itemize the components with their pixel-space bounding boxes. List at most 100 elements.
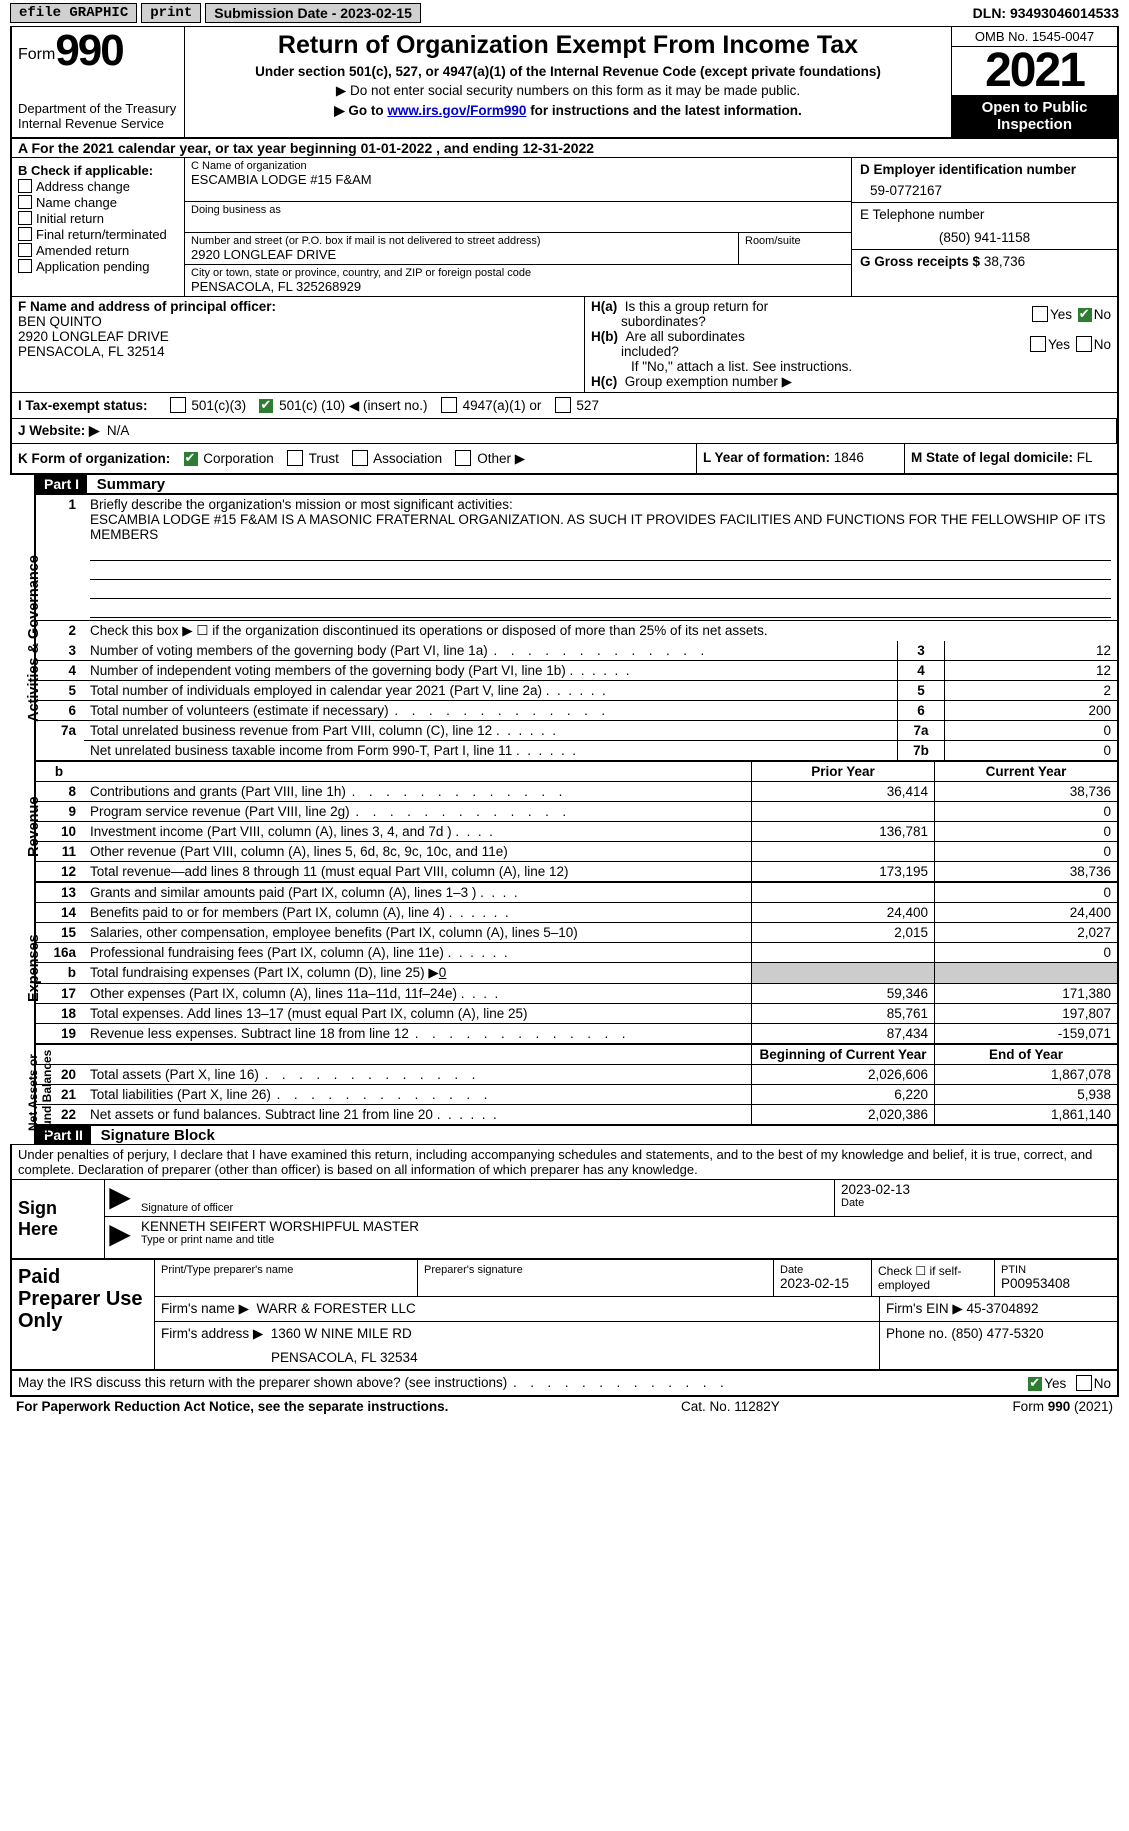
top-bar: efile GRAPHIC print Submission Date - 20…	[10, 0, 1119, 26]
hb-yes-check[interactable]	[1030, 336, 1046, 352]
py8: 36,414	[752, 782, 935, 802]
form-word: Form	[18, 46, 55, 63]
name-change-check[interactable]	[18, 195, 32, 209]
cy14: 24,400	[935, 903, 1118, 923]
e20: 1,867,078	[935, 1065, 1118, 1085]
501c-pre: 501(c) (	[279, 398, 326, 413]
prep-sig-label: Preparer's signature	[424, 1264, 767, 1276]
l5-label: Total number of individuals employed in …	[90, 683, 606, 698]
line-a: A For the 2021 calendar year, or tax yea…	[10, 139, 1119, 158]
l10-label: Investment income (Part VIII, column (A)…	[90, 824, 493, 839]
l7a-val: 0	[945, 721, 1118, 741]
b-header: B Check if applicable:	[18, 163, 178, 178]
open-to-public: Open to Public Inspection	[952, 95, 1117, 137]
bcy-hdr: Beginning of Current Year	[752, 1045, 935, 1065]
officer-street: 2920 LONGLEAF DRIVE	[18, 329, 578, 344]
dept-treasury: Department of the Treasury	[18, 101, 178, 116]
app-pending-check[interactable]	[18, 259, 32, 273]
py18: 85,761	[752, 1004, 935, 1024]
501c3-check[interactable]	[170, 397, 186, 413]
sign-arrow-icon-2: ▶	[105, 1217, 135, 1251]
l3-label: Number of voting members of the governin…	[90, 643, 706, 658]
hb-no-check[interactable]	[1076, 336, 1092, 352]
527-check[interactable]	[555, 397, 571, 413]
501c-check[interactable]	[259, 399, 273, 413]
501c-num: 10	[326, 398, 341, 413]
l7b-label: Net unrelated business taxable income fr…	[90, 743, 576, 758]
penalties-text: Under penalties of perjury, I declare th…	[10, 1144, 1119, 1179]
py10: 136,781	[752, 822, 935, 842]
prep-date: 2023-02-15	[780, 1276, 849, 1291]
cy16a: 0	[935, 943, 1118, 963]
year-formation: 1846	[834, 450, 864, 465]
discuss-yes-check[interactable]	[1028, 1377, 1042, 1391]
gross-receipts: 38,736	[984, 254, 1025, 269]
mission-text: ESCAMBIA LODGE #15 F&AM IS A MASONIC FRA…	[90, 512, 1105, 542]
l16b-label: Total fundraising expenses (Part IX, col…	[90, 965, 439, 980]
amended-return-check[interactable]	[18, 243, 32, 257]
footer-left: For Paperwork Reduction Act Notice, see …	[16, 1399, 448, 1414]
form-number: 990	[55, 31, 122, 71]
l22-label: Net assets or fund balances. Subtract li…	[90, 1107, 497, 1122]
tab-expenses: Expenses	[26, 883, 42, 1053]
py16a	[752, 943, 935, 963]
state-domicile: FL	[1077, 450, 1093, 465]
final-return-check[interactable]	[18, 227, 32, 241]
address-change-label: Address change	[36, 179, 130, 194]
f-label: F Name and address of principal officer:	[18, 299, 276, 314]
print-button[interactable]: print	[141, 3, 201, 23]
l13-label: Grants and similar amounts paid (Part IX…	[90, 885, 518, 900]
l12-label: Total revenue—add lines 8 through 11 (mu…	[90, 864, 569, 879]
ein: 59-0772167	[870, 183, 1109, 198]
l17-label: Other expenses (Part IX, column (A), lin…	[90, 986, 498, 1001]
discuss-question: May the IRS discuss this return with the…	[18, 1375, 726, 1391]
self-employed-check[interactable]: Check ☐ if self-employed	[872, 1260, 995, 1296]
goto-post: for instructions and the latest informat…	[526, 103, 801, 118]
other-label: Other ▶	[477, 451, 525, 466]
tab-revenue: Revenue	[26, 762, 42, 892]
ha-yes-check[interactable]	[1032, 306, 1048, 322]
footer-mid: Cat. No. 11282Y	[448, 1399, 1012, 1414]
trust-check[interactable]	[287, 450, 303, 466]
form-title: Return of Organization Exempt From Incom…	[191, 31, 945, 60]
address-change-check[interactable]	[18, 179, 32, 193]
py15: 2,015	[752, 923, 935, 943]
ssn-warning: ▶ Do not enter social security numbers o…	[191, 83, 945, 99]
4947-label: 4947(a)(1) or	[463, 398, 542, 413]
name-change-label: Name change	[36, 195, 117, 210]
l3-val: 12	[945, 641, 1118, 661]
firm-ein-label: Firm's EIN ▶	[886, 1301, 963, 1316]
print-name-label: Type or print name and title	[141, 1234, 1111, 1246]
efile-button[interactable]: efile GRAPHIC	[10, 3, 137, 23]
assoc-check[interactable]	[352, 450, 368, 466]
ha-no-check[interactable]	[1078, 308, 1092, 322]
assoc-label: Association	[373, 451, 442, 466]
sign-arrow-icon: ▶	[105, 1180, 135, 1216]
no-label: No	[1094, 307, 1111, 322]
discuss-no-check[interactable]	[1076, 1375, 1092, 1391]
firm-addr1: 1360 W NINE MILE RD	[271, 1326, 412, 1341]
initial-return-check[interactable]	[18, 211, 32, 225]
corp-check[interactable]	[184, 452, 198, 466]
irs-link[interactable]: www.irs.gov/Form990	[387, 103, 526, 118]
e22: 1,861,140	[935, 1105, 1118, 1125]
501c3-label: 501(c)(3)	[191, 398, 246, 413]
l6-label: Total number of volunteers (estimate if …	[90, 703, 607, 718]
527-label: 527	[576, 398, 599, 413]
city-label: City or town, state or province, country…	[191, 267, 845, 279]
l5-val: 2	[945, 681, 1118, 701]
l7b-val: 0	[945, 741, 1118, 761]
cy19: -159,071	[935, 1024, 1118, 1044]
4947-check[interactable]	[441, 397, 457, 413]
room-label: Room/suite	[739, 233, 851, 264]
corp-label: Corporation	[203, 451, 274, 466]
l4-val: 12	[945, 661, 1118, 681]
l8-label: Contributions and grants (Part VIII, lin…	[90, 784, 564, 799]
yes-label: Yes	[1050, 307, 1072, 322]
other-check[interactable]	[455, 450, 471, 466]
submission-date: Submission Date - 2023-02-15	[205, 3, 421, 23]
eoy-hdr: End of Year	[935, 1045, 1118, 1065]
cy9: 0	[935, 802, 1118, 822]
l9-label: Program service revenue (Part VIII, line…	[90, 804, 568, 819]
hb-note: If "No," attach a list. See instructions…	[631, 359, 1111, 374]
